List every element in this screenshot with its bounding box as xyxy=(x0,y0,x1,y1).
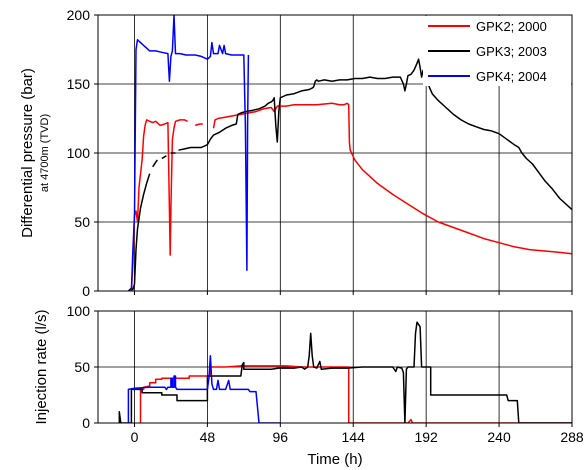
injection-y-tick-label-0: 0 xyxy=(82,415,90,431)
injection-x-tick-label-240: 240 xyxy=(487,429,511,445)
legend-label-gpk3: GPK3; 2003 xyxy=(476,44,547,59)
injection-x-tick-label-288: 288 xyxy=(560,429,584,445)
injection-x-tick-label-48: 48 xyxy=(200,429,216,445)
pressure-y-axis-sublabel: at 4700m (TVD) xyxy=(39,114,51,192)
injection-series-gpk3-2003-line-0 xyxy=(118,321,572,423)
pressure-y-tick-label-200: 200 xyxy=(67,7,91,23)
injection-x-tick-label-0: 0 xyxy=(131,429,139,445)
injection-x-tick-label-192: 192 xyxy=(414,429,438,445)
pressure-y-tick-label-50: 50 xyxy=(74,214,90,230)
pressure-y-tick-label-100: 100 xyxy=(67,145,91,161)
injection-series-gpk2-2000-line-0 xyxy=(139,365,572,423)
injection-x-tick-label-144: 144 xyxy=(342,429,366,445)
pressure-series-gpk2-2000-line-2 xyxy=(212,102,572,255)
time-x-axis-label: Time (h) xyxy=(307,451,362,468)
injection-x-ticks: 0 48 96 144 192 240 288 xyxy=(131,423,584,445)
pressure-series-gpk2-2000-line-0 xyxy=(130,119,188,291)
pressure-series-gpk2-2000-line-1 xyxy=(194,123,203,127)
pressure-y-axis-label: Differential pressure (bar) xyxy=(19,68,36,238)
pressure-series-gpk3-2003-line-1 xyxy=(152,159,158,168)
pressure-series-gpk4-2004-line-0 xyxy=(130,15,250,291)
pressure-legend: GPK2; 2000 GPK3; 2003 GPK4; 2004 xyxy=(423,16,571,86)
pressure-y-ticks: 0 50 100 150 200 xyxy=(67,7,98,299)
pressure-series-gpk3-2003-line-2 xyxy=(161,155,167,160)
injection-y-ticks: 0 50 100 xyxy=(67,303,98,431)
injection-series xyxy=(118,321,572,423)
pressure-y-tick-label-150: 150 xyxy=(67,76,91,92)
injection-y-axis-label: Injection rate (l/s) xyxy=(33,309,50,424)
pressure-series-gpk3-2003-line-4 xyxy=(178,58,572,211)
injection-series-gpk4-2004-line-0 xyxy=(127,355,281,423)
pressure-x-ticks xyxy=(133,291,573,295)
injection-y-tick-label-50: 50 xyxy=(74,359,90,375)
pressure-series xyxy=(127,15,572,291)
legend-label-gpk2: GPK2; 2000 xyxy=(476,19,547,34)
legend-label-gpk4: GPK4; 2004 xyxy=(476,69,547,84)
injection-x-tick-label-96: 96 xyxy=(273,429,289,445)
pressure-y-tick-label-0: 0 xyxy=(82,283,90,299)
injection-y-tick-label-100: 100 xyxy=(67,303,91,319)
